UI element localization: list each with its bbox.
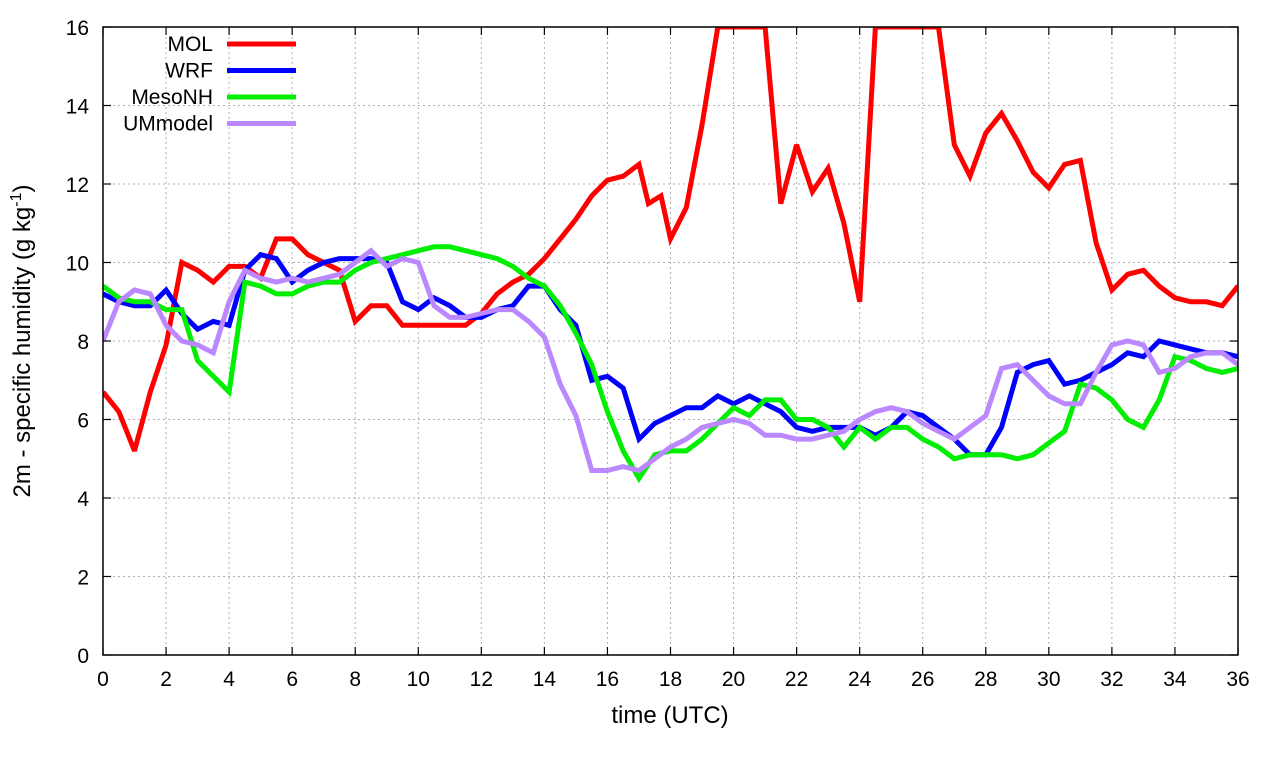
legend-label: UMmodel [123, 113, 213, 136]
x-tick-label: 20 [722, 668, 745, 691]
x-tick-label: 28 [974, 668, 997, 691]
legend-label: MesoNH [131, 86, 213, 109]
series-line-mesonh [103, 244, 1238, 484]
series-line-wrf [103, 251, 1238, 458]
x-tick-label: 24 [848, 668, 872, 691]
legend-item-wrf: WRF [165, 60, 296, 83]
legend-item-mesonh: MesoNH [131, 86, 296, 109]
x-tick-label: 14 [533, 668, 557, 691]
x-tick-label: 10 [407, 668, 430, 691]
x-tick-label: 4 [223, 668, 235, 691]
legend-label: WRF [165, 60, 213, 83]
x-tick-label: 8 [349, 668, 361, 691]
y-tick-label: 12 [66, 174, 89, 197]
legend-item-ummodel: UMmodel [123, 113, 296, 136]
y-tick-label: 8 [77, 331, 89, 354]
legend-label: MOL [167, 33, 213, 56]
x-tick-label: 34 [1163, 668, 1187, 691]
x-tick-label: 26 [911, 668, 934, 691]
y-tick-label: 16 [66, 17, 89, 40]
y-tick-label: 0 [77, 645, 89, 668]
x-tick-label: 36 [1226, 668, 1249, 691]
x-tick-label: 6 [286, 668, 298, 691]
y-axis-title-superscript: -1 [8, 192, 25, 206]
y-axis-title-main: 2m - specific humidity (g kg [9, 207, 36, 498]
x-tick-label: 30 [1037, 668, 1060, 691]
x-tick-label: 18 [659, 668, 682, 691]
series-line-mol [103, 27, 1238, 452]
x-tick-label: 32 [1100, 668, 1123, 691]
legend: MOL WRF MesoNH UMmodel [123, 33, 296, 136]
x-tick-label: 22 [785, 668, 808, 691]
y-tick-label: 2 [77, 567, 89, 590]
axis-ticks: 0 2 4 6 8 10 12 14 16 18 20 22 24 26 28 30 32 34 360246810… [66, 17, 1250, 691]
x-axis-title: time (UTC) [611, 702, 728, 729]
x-tick-label: 12 [470, 668, 493, 691]
y-axis-title: 2m - specific humidity (g kg-1) [8, 185, 36, 498]
data-series-group [103, 27, 1238, 484]
y-axis-title-suffix: ) [9, 185, 36, 193]
x-tick-label: 2 [160, 668, 172, 691]
x-tick-label: 0 [97, 668, 109, 691]
y-tick-label: 4 [77, 488, 89, 511]
y-tick-label: 10 [66, 253, 89, 276]
y-tick-label: 6 [77, 410, 89, 433]
series-line-ummodel [103, 247, 1238, 474]
y-tick-label: 14 [66, 96, 90, 119]
legend-item-mol: MOL [167, 33, 296, 56]
x-tick-label: 16 [596, 668, 619, 691]
